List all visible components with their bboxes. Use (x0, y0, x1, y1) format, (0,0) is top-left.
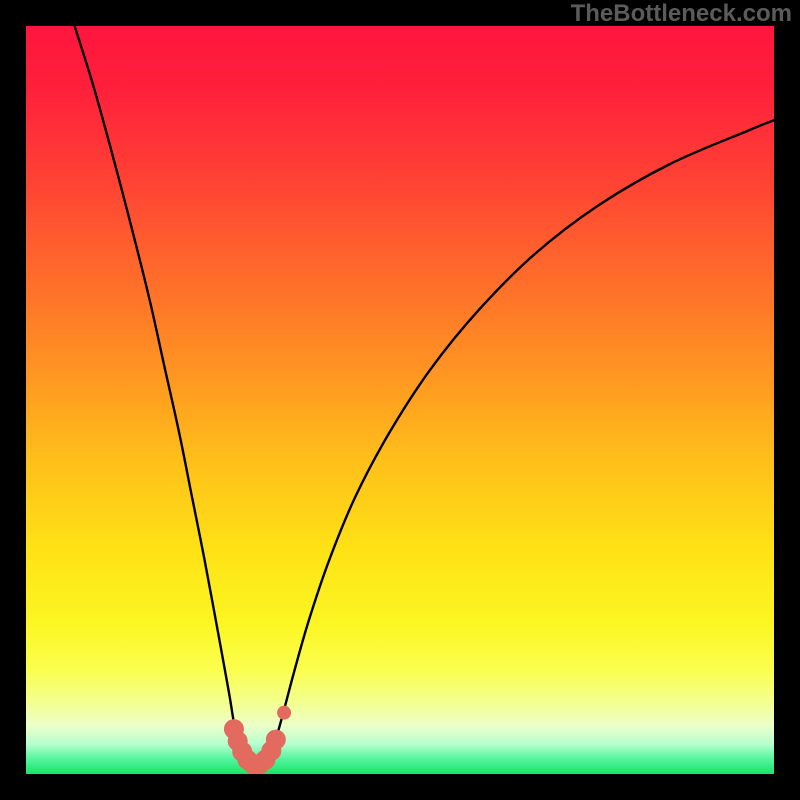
data-marker (277, 706, 291, 720)
chart-svg (26, 26, 774, 774)
bottleneck-curve-left (75, 26, 257, 767)
watermark-text: TheBottleneck.com (571, 0, 792, 28)
data-marker (266, 730, 286, 750)
bottleneck-curve-right (256, 120, 774, 766)
marker-group (224, 706, 291, 774)
plot-area (26, 26, 774, 774)
